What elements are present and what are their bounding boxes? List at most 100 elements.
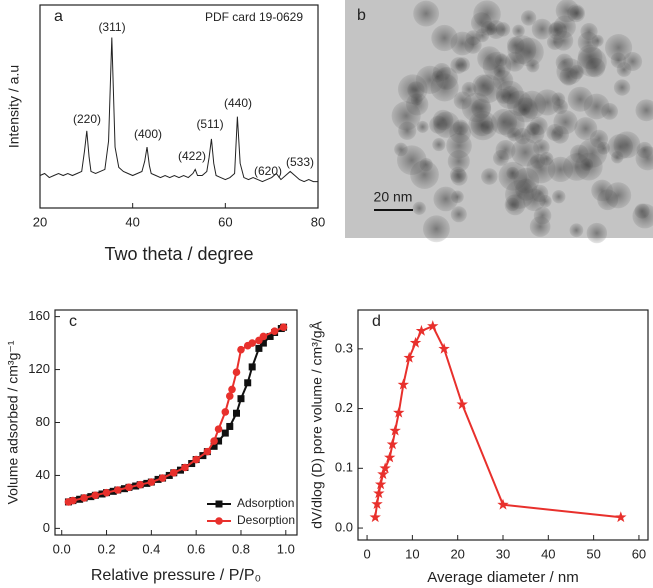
marker bbox=[113, 486, 122, 494]
y-tick-label: 0 bbox=[43, 520, 50, 535]
x-tick-label: 0.2 bbox=[97, 541, 115, 556]
x-tick-label: 60 bbox=[218, 214, 232, 229]
particle bbox=[556, 58, 583, 85]
marker bbox=[497, 498, 509, 510]
y-tick-label: 0.0 bbox=[335, 519, 353, 534]
particle bbox=[507, 127, 521, 142]
y-axis-label: Volume adsorbed / cm³g⁻¹ bbox=[5, 340, 21, 504]
y-axis-label: dV/dlog (D) pore volume / cm³/gÅ bbox=[309, 320, 325, 528]
marker bbox=[192, 455, 200, 464]
x-tick-label: 40 bbox=[125, 214, 139, 229]
marker bbox=[147, 478, 156, 486]
x-tick-label: 0 bbox=[363, 546, 370, 561]
particle bbox=[412, 201, 426, 215]
particle bbox=[512, 24, 525, 38]
marker bbox=[102, 488, 111, 497]
marker bbox=[389, 424, 401, 436]
marker bbox=[397, 378, 410, 390]
particle bbox=[613, 79, 631, 96]
particle bbox=[396, 145, 427, 176]
particle bbox=[449, 166, 467, 183]
particle bbox=[569, 223, 584, 238]
marker bbox=[384, 451, 396, 463]
panel-label: d bbox=[372, 313, 381, 330]
marker bbox=[374, 478, 387, 490]
particle bbox=[472, 74, 495, 97]
panel-label: c bbox=[69, 313, 77, 330]
peak-label: (511) bbox=[196, 117, 223, 131]
marker bbox=[169, 468, 178, 477]
particle bbox=[511, 138, 540, 167]
marker bbox=[243, 341, 252, 350]
particle bbox=[531, 18, 553, 40]
x-tick-label: 10 bbox=[405, 546, 419, 561]
particle bbox=[567, 86, 593, 112]
marker bbox=[379, 462, 391, 474]
tem-image bbox=[345, 0, 653, 244]
y-tick-label: 80 bbox=[36, 414, 50, 429]
particle bbox=[539, 194, 552, 208]
particle bbox=[552, 189, 566, 204]
y-tick-label: 0.1 bbox=[335, 460, 353, 475]
y-axis-label: Intensity / a.u bbox=[6, 65, 22, 148]
marker bbox=[181, 463, 189, 472]
particle bbox=[546, 123, 564, 142]
x-tick-label: 60 bbox=[632, 546, 646, 561]
marker bbox=[615, 511, 627, 523]
marker bbox=[237, 345, 245, 354]
particle bbox=[518, 103, 531, 116]
x-tick-label: 30 bbox=[496, 546, 510, 561]
x-tick-label: 0.8 bbox=[232, 541, 250, 556]
particle bbox=[429, 115, 448, 134]
legend-marker bbox=[215, 517, 223, 525]
marker bbox=[64, 498, 73, 506]
x-tick-label: 80 bbox=[311, 214, 325, 229]
annotation: PDF card 19-0629 bbox=[205, 10, 303, 24]
particle bbox=[529, 216, 551, 237]
particle bbox=[391, 101, 421, 131]
particle bbox=[416, 120, 429, 133]
particle bbox=[552, 99, 568, 115]
marker bbox=[270, 327, 279, 335]
x-tick-label: 0.4 bbox=[142, 541, 160, 556]
marker bbox=[377, 468, 389, 480]
legend-marker bbox=[215, 500, 223, 508]
particle bbox=[481, 168, 498, 185]
particle bbox=[500, 85, 520, 105]
particle bbox=[607, 133, 633, 160]
marker bbox=[373, 487, 385, 499]
x-tick-label: 0.6 bbox=[187, 541, 205, 556]
particle bbox=[547, 156, 574, 183]
peak-label: (400) bbox=[134, 127, 162, 141]
marker bbox=[210, 442, 218, 450]
marker bbox=[409, 336, 422, 348]
marker bbox=[456, 398, 468, 410]
panel-label: b bbox=[357, 7, 366, 24]
peak-label: (311) bbox=[98, 20, 125, 34]
marker bbox=[266, 332, 274, 340]
x-axis-label: Two theta / degree bbox=[104, 244, 253, 264]
particle bbox=[493, 64, 506, 77]
particle bbox=[432, 138, 446, 152]
particle bbox=[422, 215, 450, 243]
marker bbox=[371, 498, 383, 510]
particle bbox=[574, 152, 603, 181]
particle bbox=[586, 222, 608, 244]
marker bbox=[232, 368, 241, 377]
marker bbox=[255, 336, 263, 345]
x-tick-label: 0.0 bbox=[53, 541, 71, 556]
particle bbox=[473, 0, 501, 28]
marker bbox=[91, 491, 100, 500]
particle bbox=[450, 206, 467, 223]
marker bbox=[215, 437, 223, 445]
marker bbox=[221, 429, 229, 437]
particle bbox=[495, 140, 516, 161]
particle bbox=[468, 110, 498, 141]
y-tick-label: 160 bbox=[28, 308, 50, 323]
particle bbox=[553, 15, 576, 38]
particle bbox=[577, 31, 599, 53]
y-tick-label: 120 bbox=[28, 361, 50, 376]
x-axis-label: Average diameter / nm bbox=[427, 569, 578, 586]
particle bbox=[520, 10, 537, 26]
